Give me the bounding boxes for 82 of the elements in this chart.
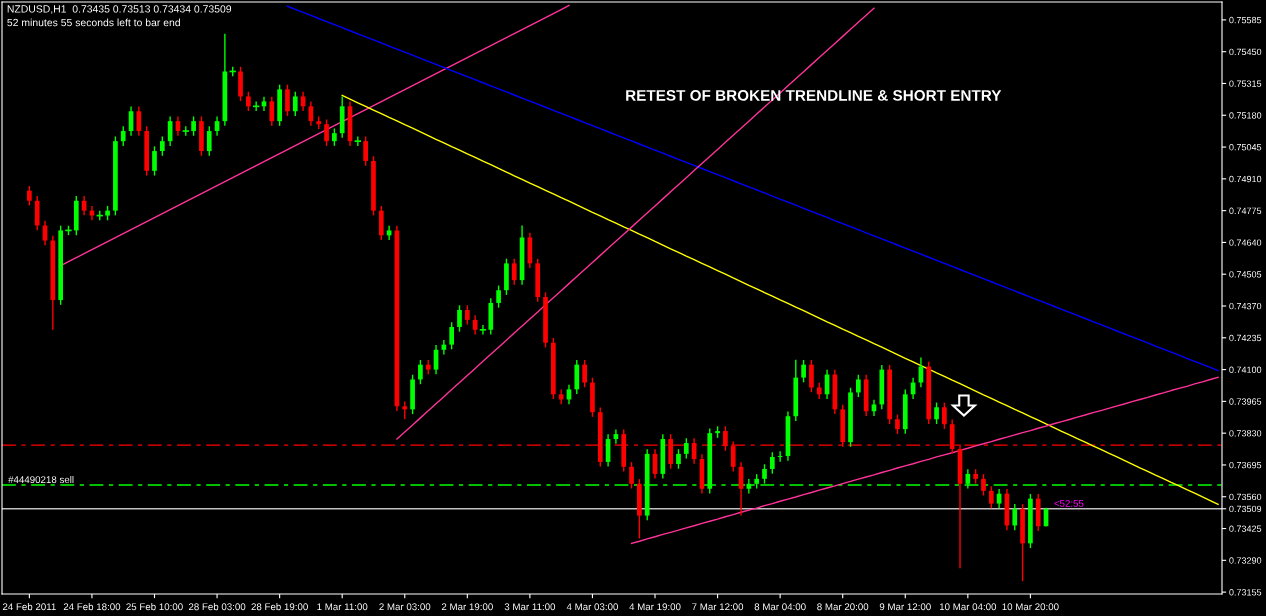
x-tick-label: 10 Mar 20:00 [1002,603,1059,611]
candlestick [777,450,783,463]
y-tick-label: 0.73695 [1229,461,1262,469]
x-tick-label: 9 Mar 12:00 [879,603,931,611]
candlestick [363,135,368,167]
candlestick [120,125,126,147]
candlestick [457,304,462,333]
candlestick [801,359,806,383]
y-tick-label: 0.73290 [1229,557,1262,564]
chart-title: NZDUSD,H1 0.73435 0.73513 0.73434 0.73509 [7,5,232,14]
candlestick [191,115,196,137]
candlestick [27,185,32,207]
y-tick-label: 0.75180 [1229,112,1262,119]
y-tick-label: 0.73425 [1229,525,1262,532]
x-tick-label: 3 Mar 11:00 [504,603,556,611]
y-tick-label: 0.73965 [1229,398,1262,405]
x-tick-label: 8 Mar 04:00 [754,603,806,611]
candlestick [582,359,587,388]
candlestick [464,304,470,326]
candlestick [479,324,487,336]
x-tick-label: 24 Feb 18:00 [63,603,121,611]
x-tick-label: 24 Feb 2011 [2,603,56,611]
y-tick-label: 0.73830 [1229,430,1262,437]
candlestick [769,451,775,475]
candlestick [895,413,900,435]
candlestick [809,359,814,393]
y-tick-label: 0.74910 [1229,175,1262,183]
candlestick [496,284,501,309]
x-tick-label: 4 Mar 03:00 [566,603,619,611]
candlestick [683,437,689,460]
candlestick [418,359,423,385]
candlestick [152,145,157,177]
candlestick [558,388,564,405]
x-tick-label: 28 Feb 19:00 [251,603,308,611]
y-tick-label: 0.73155 [1229,589,1262,596]
ref-line-label: #44490218 sell [8,475,74,484]
candlestick [252,100,260,112]
y-tick-label: 0.74370 [1229,302,1262,310]
x-tick-label: 2 Mar 03:00 [379,603,431,611]
candlestick [981,473,986,497]
candlestick [285,83,290,117]
x-tick-label: 4 Mar 19:00 [629,603,681,611]
candlestick [206,125,212,157]
line-series [630,376,1219,545]
x-tick-label: 10 Mar 04:00 [939,603,997,611]
line-series [286,5,1219,372]
x-tick-label: 1 Mar 11:00 [317,603,368,611]
x-tick-label: 25 Feb 10:00 [126,603,183,611]
candlestick [159,135,165,157]
candlestick [934,401,939,425]
y-tick-label: 0.74505 [1229,271,1262,278]
candlestick [42,220,48,246]
y-tick-label: 0.74775 [1229,207,1262,214]
y-tick-label: 0.74640 [1229,239,1262,246]
candlestick [988,485,994,509]
candlestick [1012,503,1018,531]
candlestick [629,461,634,490]
candlestick [511,257,517,286]
x-tick-label: 7 Mar 12:00 [692,603,744,611]
candlestick [856,374,861,398]
candlestick [246,91,251,112]
x-tick-label: 8 Mar 20:00 [817,603,869,611]
candlestick [324,118,329,147]
y-tick-label: 0.74235 [1229,334,1262,342]
x-tick-label: 2 Mar 19:00 [441,603,493,611]
y-tick-label: 0.73560 [1229,493,1262,501]
y-tick-label: 0.75450 [1229,48,1262,56]
candlestick [449,321,455,351]
y-tick-label: 0.74100 [1229,366,1262,373]
text: 52 minutes 55 seconds left to bar end [7,18,180,27]
annotation: <52:55 [1054,499,1084,507]
y-tick-label: 0.73509 [1229,505,1262,513]
candlestick [269,95,275,127]
y-tick-label: 0.75585 [1229,16,1262,24]
x-tick-label: 28 Feb 03:00 [188,603,246,611]
candlestick [354,135,362,147]
y-tick-label: 0.75315 [1229,80,1262,87]
line-series [396,7,875,440]
candlestick [942,401,947,430]
candlestick [676,448,681,470]
y-tick-label: 0.75045 [1229,144,1262,151]
candlestick [292,91,298,117]
